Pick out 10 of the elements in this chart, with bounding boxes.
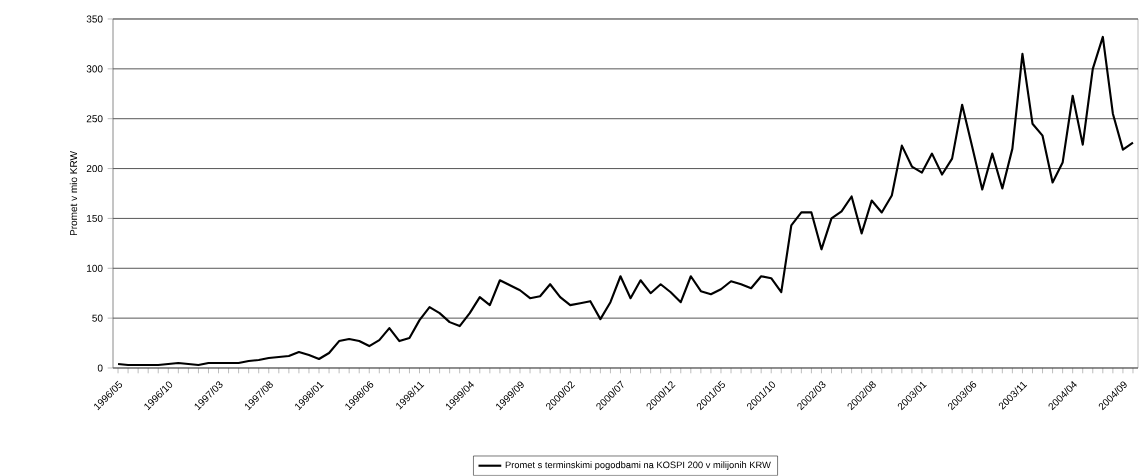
y-tick-label: 300: [86, 65, 103, 73]
y-tick-label: 100: [87, 264, 103, 272]
y-axis-title: Promet v mio KRW: [69, 151, 78, 236]
y-tick-label: 0: [97, 364, 103, 372]
y-tick-label: 150: [87, 215, 103, 223]
y-tick-label: 350: [86, 15, 103, 23]
legend-label: Promet s terminskimi pogodbami na KOSPI 200 v milijonih KRW: [505, 461, 771, 471]
y-tick-label: 200: [86, 165, 103, 173]
y-tick-label: 250: [86, 115, 103, 123]
y-tick-label: 50: [92, 314, 103, 322]
